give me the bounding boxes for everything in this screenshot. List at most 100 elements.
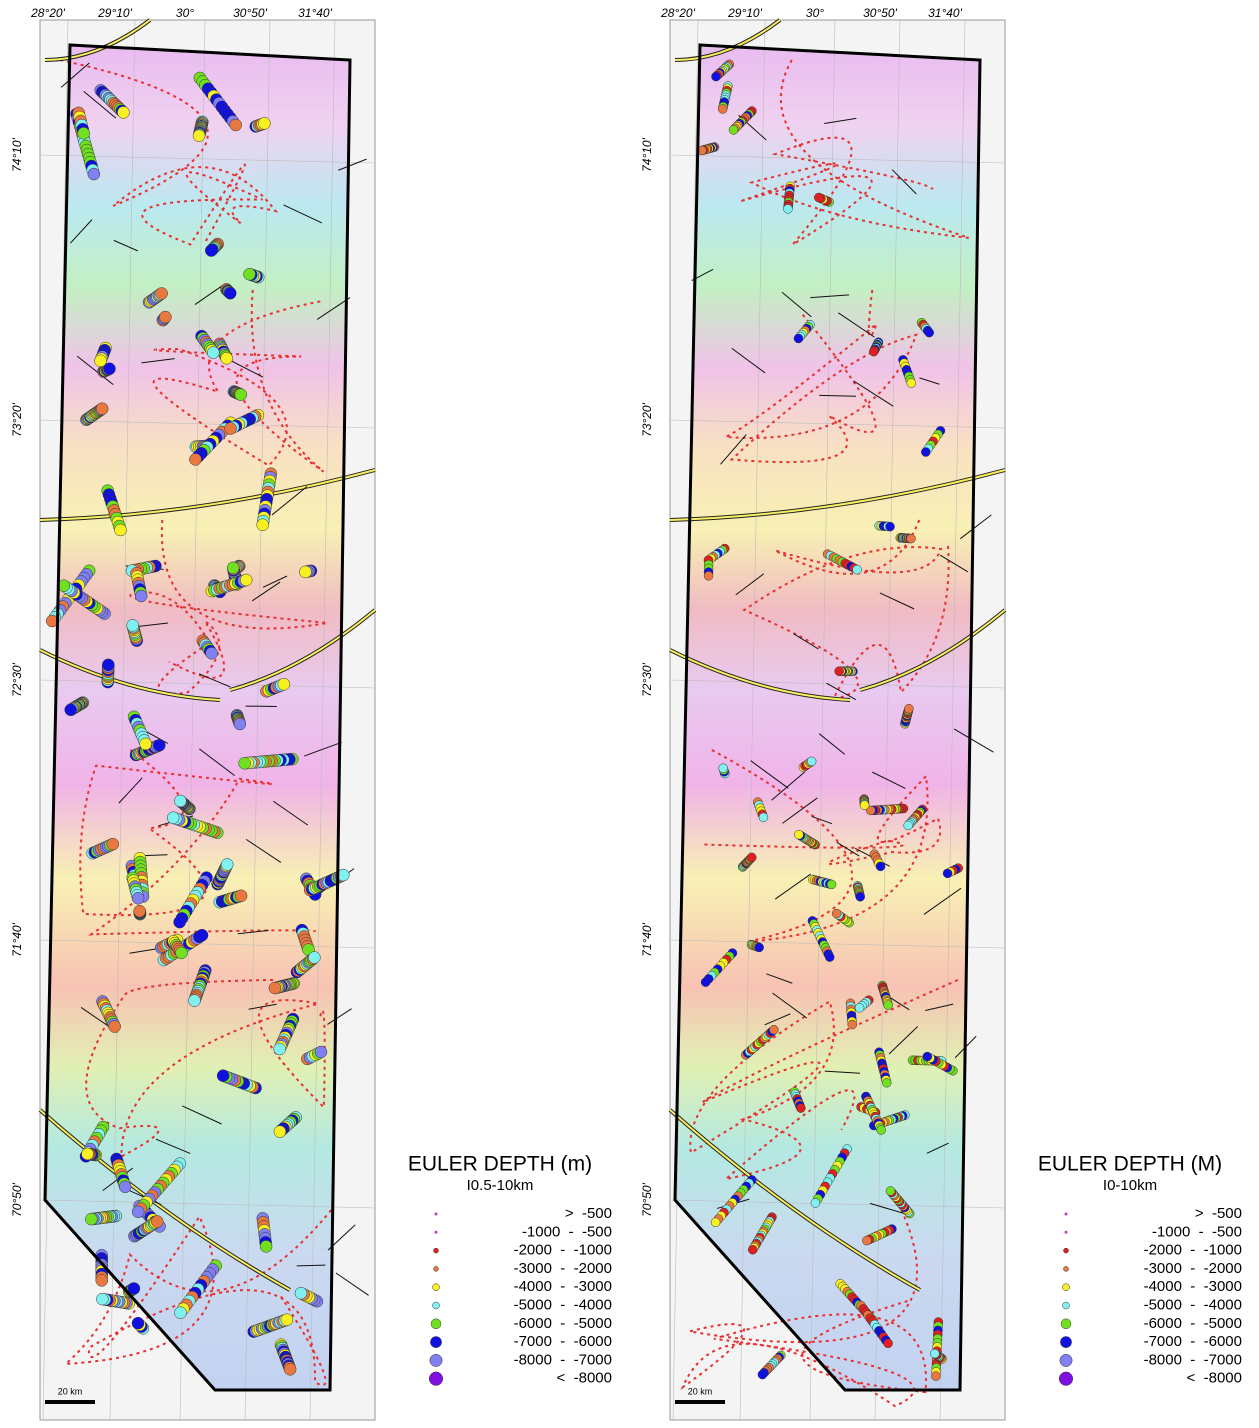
euler-solution: [848, 1020, 857, 1029]
legend-swatch: [1063, 1302, 1070, 1309]
euler-solution: [711, 1218, 720, 1227]
legend-label: -4000 - -3000: [1144, 1278, 1242, 1295]
legend-swatch: [1060, 1354, 1072, 1366]
euler-solution: [827, 880, 836, 889]
euler-solution: [207, 347, 219, 359]
legend-swatch: [434, 1248, 439, 1253]
legend-swatch: [430, 1354, 442, 1366]
euler-solution: [234, 718, 246, 730]
legend-label: -1000 - -500: [522, 1223, 612, 1240]
legend-title: EULER DEPTH (m): [408, 1153, 592, 1176]
euler-solution: [94, 355, 106, 367]
legend-label: -4000 - -3000: [514, 1278, 612, 1295]
legend-swatch: [429, 1372, 443, 1386]
euler-solution: [127, 619, 139, 631]
euler-solution: [884, 1339, 893, 1348]
latitude-label: 70°50': [640, 1182, 654, 1216]
latitude-label: 71°40': [640, 922, 654, 956]
euler-solution: [755, 943, 764, 952]
euler-solution: [239, 757, 251, 769]
legend-label: -8000 - -7000: [514, 1351, 612, 1368]
legend-label: -3000 - -2000: [514, 1260, 612, 1277]
euler-solution: [206, 647, 218, 659]
legend-label: -8000 - -7000: [1144, 1351, 1242, 1368]
legend-swatch: [1064, 1266, 1069, 1271]
euler-solution: [85, 1213, 97, 1225]
euler-solution: [794, 830, 803, 839]
euler-solution: [729, 125, 738, 134]
euler-solution: [876, 862, 885, 871]
euler-solution: [882, 1078, 891, 1087]
legend-subtitle: I0-10km: [1103, 1177, 1157, 1194]
euler-solution: [796, 1104, 805, 1113]
longitude-label: 30°50': [863, 6, 897, 20]
euler-solution: [719, 764, 728, 773]
euler-solution: [217, 1070, 229, 1082]
legend-swatch: [433, 1284, 440, 1291]
euler-solution: [244, 268, 256, 280]
euler-solution: [81, 1148, 93, 1160]
longitude-label: 30°: [806, 6, 824, 20]
latitude-label: 74°10': [640, 137, 654, 171]
latitude-label: 70°50': [10, 1182, 24, 1216]
euler-solution: [862, 1236, 871, 1245]
euler-solution: [205, 245, 217, 257]
euler-solution: [943, 869, 952, 878]
euler-solution: [134, 905, 146, 917]
legend-label: -2000 - -1000: [514, 1242, 612, 1259]
legend-title: EULER DEPTH (M): [1038, 1153, 1222, 1176]
longitude-label: 30°50': [233, 6, 267, 20]
euler-solution: [886, 1186, 895, 1195]
euler-solution: [167, 812, 179, 824]
euler-solution: [278, 678, 290, 690]
scale-bar: [45, 1400, 95, 1404]
euler-solution: [284, 1363, 296, 1375]
euler-solution: [269, 982, 281, 994]
euler-solution: [107, 838, 119, 850]
legend-swatch: [1064, 1248, 1069, 1253]
map-panel: 28°20'29°10'30°30°50'31°40'74°10'73°20'7…: [640, 6, 1242, 1420]
legend-subtitle: I0.5-10km: [467, 1177, 534, 1194]
euler-solution: [235, 890, 247, 902]
euler-solution: [759, 813, 768, 822]
legend-label: -2000 - -1000: [1144, 1242, 1242, 1259]
euler-solution: [156, 288, 168, 300]
euler-solution: [853, 565, 862, 574]
legend-label: -6000 - -5000: [514, 1315, 612, 1332]
legend-label: -7000 - -6000: [1144, 1333, 1242, 1350]
euler-solution: [227, 562, 239, 574]
euler-solution: [159, 311, 171, 323]
euler-solution: [193, 130, 205, 142]
euler-solution: [711, 72, 720, 81]
euler-solution: [225, 423, 237, 435]
legend-swatch: [430, 1337, 441, 1348]
legend-swatch: [433, 1302, 440, 1309]
euler-solution: [884, 1001, 893, 1010]
latitude-label: 72°30': [10, 662, 24, 696]
euler-solution: [747, 853, 756, 862]
euler-solution: [811, 1198, 820, 1207]
euler-solution: [718, 104, 727, 113]
euler-solution: [274, 1126, 286, 1138]
legend-swatch: [435, 1231, 438, 1234]
euler-solution: [174, 795, 186, 807]
legend-label: -6000 - -5000: [1144, 1315, 1242, 1332]
euler-solution: [758, 1370, 767, 1379]
longitude-label: 30°: [176, 6, 194, 20]
euler-solution: [299, 566, 311, 578]
latitude-label: 73°20': [10, 402, 24, 436]
euler-solution: [132, 1206, 144, 1218]
euler-solution: [260, 1240, 272, 1252]
longitude-label: 29°10': [727, 6, 762, 20]
latitude-label: 74°10': [10, 137, 24, 171]
latitude-label: 73°20': [640, 402, 654, 436]
euler-solution: [119, 1181, 131, 1193]
euler-solution: [135, 590, 147, 602]
euler-solution: [295, 1287, 307, 1299]
latitude-label: 71°40': [10, 922, 24, 956]
euler-solution: [869, 347, 878, 356]
euler-solution: [794, 334, 803, 343]
euler-solution: [140, 738, 152, 750]
euler-solution: [769, 1025, 778, 1034]
legend-label: -7000 - -6000: [514, 1333, 612, 1350]
